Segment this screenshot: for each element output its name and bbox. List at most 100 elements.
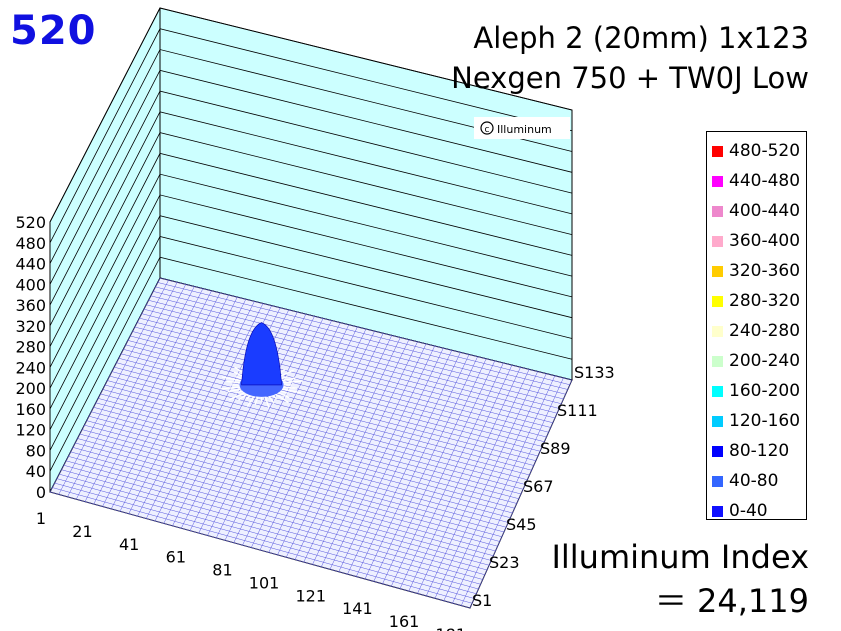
- mesh-line: [159, 277, 573, 381]
- legend-label: 360-400: [729, 231, 801, 251]
- gridline: [49, 235, 573, 451]
- x-tick-label: 41: [119, 535, 139, 554]
- legend-item: 80-120: [707, 436, 806, 466]
- legend-label: 160-200: [729, 381, 801, 401]
- legend-swatch: [712, 295, 723, 307]
- y-tick-label: S111: [557, 401, 598, 420]
- y-tick-label: S89: [540, 439, 571, 458]
- gridline: [49, 90, 573, 306]
- x-tick-label: 61: [166, 548, 186, 567]
- mesh-line: [426, 369, 530, 597]
- mesh-line: [417, 367, 521, 594]
- legend-swatch: [712, 205, 723, 217]
- gridline: [49, 173, 573, 389]
- z-tick-label: 200: [15, 379, 46, 398]
- mesh-line: [461, 377, 564, 606]
- mesh-line: [146, 304, 560, 409]
- z-tick-label: 40: [26, 462, 46, 481]
- legend-item: 160-200: [707, 376, 806, 406]
- x-tick-label: 121: [295, 586, 326, 605]
- mesh-line: [153, 291, 566, 395]
- legend-swatch: [712, 385, 723, 397]
- legend-label: 400-440: [729, 201, 801, 221]
- legend-item: 400-440: [707, 196, 806, 226]
- gridline: [49, 215, 573, 430]
- legend-swatch: [712, 415, 723, 427]
- y-tick-label: S23: [489, 553, 520, 572]
- legend-item: 120-160: [707, 406, 806, 436]
- y-tick-label: S1: [472, 591, 492, 610]
- watermark: c Illuminum: [474, 117, 570, 139]
- legend-swatch: [712, 325, 723, 337]
- z-tick-label: 0: [36, 483, 46, 502]
- y-tick-label: S67: [523, 477, 554, 496]
- gridline: [49, 132, 573, 347]
- mesh-line: [148, 300, 562, 404]
- gridline: [49, 69, 573, 285]
- z-tick-label: 160: [15, 400, 46, 419]
- legend-label: 120-160: [729, 411, 801, 431]
- legend: 480-520 440-480 400-440 360-400 320-360 280-3…: [706, 131, 807, 521]
- legend-label: 320-360: [729, 261, 801, 281]
- legend-swatch: [712, 235, 723, 247]
- mesh-line: [434, 371, 538, 599]
- z-tick-label: 320: [15, 317, 46, 336]
- x-tick-label: 81: [212, 561, 232, 580]
- mesh-line: [150, 295, 564, 400]
- z-tick-label: 360: [15, 296, 46, 315]
- svg-text:c: c: [485, 125, 490, 135]
- mesh-line: [143, 308, 558, 414]
- z-tick-label: 80: [26, 441, 46, 460]
- legend-item: 200-240: [707, 346, 806, 376]
- gridline: [49, 256, 573, 472]
- legend-swatch: [712, 505, 723, 517]
- mesh-line: [155, 286, 568, 390]
- legend-item: 280-320: [707, 286, 806, 316]
- legend-label: 480-520: [729, 141, 801, 161]
- legend-swatch: [712, 145, 723, 157]
- legend-label: 0-40: [729, 501, 768, 521]
- gridline: [49, 194, 573, 410]
- y-tick-label: S133: [574, 363, 615, 382]
- x-tick-label: 101: [249, 573, 280, 592]
- z-tick-label: 400: [15, 275, 46, 294]
- y-tick-label: S45: [506, 515, 537, 534]
- mesh-line: [469, 379, 573, 609]
- z-tick-label: 440: [15, 255, 46, 274]
- legend-item: 240-280: [707, 316, 806, 346]
- x-tick-label: 1: [36, 509, 46, 528]
- chart-title: Aleph 2 (20mm) 1x123 Nexgen 750 + TW0J L…: [451, 18, 809, 98]
- gridline: [49, 7, 573, 223]
- legend-swatch: [712, 355, 723, 367]
- legend-label: 40-80: [729, 471, 779, 491]
- legend-swatch: [712, 175, 723, 187]
- z-tick-label: 520: [15, 213, 46, 232]
- illuminum-index: Illuminum Index ＝ 24,119: [551, 535, 809, 623]
- max-value-label: 520: [10, 8, 97, 54]
- legend-label: 240-280: [729, 321, 801, 341]
- z-tick-label: 480: [15, 234, 46, 253]
- z-tick-label: 240: [15, 358, 46, 377]
- legend-label: 440-480: [729, 171, 801, 191]
- illuminance-peak: [220, 322, 303, 408]
- x-axis-ticks: 121416181101121141161181: [36, 509, 466, 631]
- mesh-line: [141, 313, 556, 419]
- legend-label: 280-320: [729, 291, 801, 311]
- watermark-text: Illuminum: [497, 123, 552, 136]
- gridline: [49, 111, 573, 327]
- x-tick-label: 21: [72, 522, 92, 541]
- chart-floor: [49, 277, 573, 609]
- legend-label: 200-240: [729, 351, 801, 371]
- legend-label: 80-120: [729, 441, 790, 461]
- x-tick-label: 161: [389, 612, 420, 631]
- mesh-line: [452, 375, 556, 604]
- legend-item: 440-480: [707, 166, 806, 196]
- index-value: ＝ 24,119: [654, 582, 809, 620]
- z-tick-label: 120: [15, 421, 46, 440]
- peak-cone: [241, 322, 282, 386]
- mesh-line: [157, 282, 570, 385]
- legend-item: 40-80: [707, 466, 806, 496]
- mesh-line: [443, 373, 547, 601]
